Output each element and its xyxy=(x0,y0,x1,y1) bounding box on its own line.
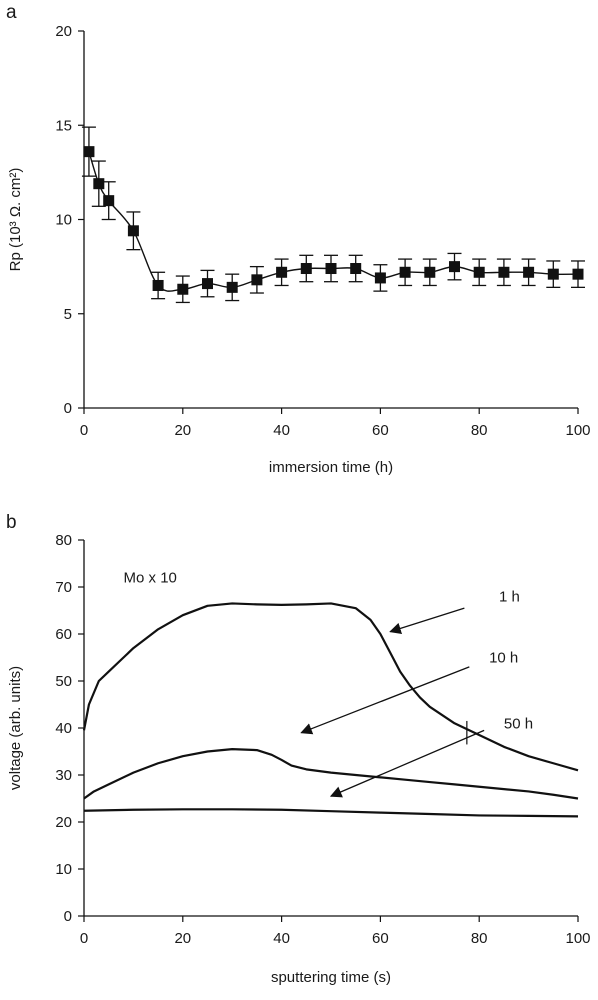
y-axis-label: Rp (10³ Ω. cm²) xyxy=(7,168,24,272)
series-line-50h xyxy=(83,808,579,818)
panel-a: a 0 5 10 15 20 0 20 40 60 80 100 immersion time (h) R… xyxy=(6,2,591,476)
data-point xyxy=(523,266,535,278)
y-tick-label: 10 xyxy=(55,861,72,878)
panel-letter: b xyxy=(6,512,17,533)
y-tick-label: 10 xyxy=(55,212,72,229)
x-tick-label: 20 xyxy=(174,930,191,947)
y-tick-label: 50 xyxy=(55,673,72,690)
series-line-1h xyxy=(82,602,579,772)
data-point xyxy=(547,268,559,280)
data-point xyxy=(399,266,411,278)
y-tick-label: 20 xyxy=(55,23,72,40)
data-point xyxy=(83,146,95,158)
data-point xyxy=(202,278,213,290)
data-point xyxy=(572,268,584,280)
data-point xyxy=(473,266,485,278)
data-point xyxy=(350,263,362,275)
panel-letter: a xyxy=(6,2,17,23)
data-point xyxy=(424,266,436,278)
x-axis-label: sputtering time (s) xyxy=(271,969,391,986)
x-tick-label: 0 xyxy=(80,930,88,947)
x-tick-label: 0 xyxy=(80,422,88,439)
data-point xyxy=(251,274,263,286)
x-tick-label: 20 xyxy=(174,422,191,439)
data-point xyxy=(325,263,337,275)
y-tick-label: 5 xyxy=(64,306,72,323)
y-tick-label: 0 xyxy=(64,908,72,925)
data-point xyxy=(300,263,312,275)
y-axis-label: voltage (arb. units) xyxy=(7,666,24,790)
y-tick-label: 15 xyxy=(55,117,72,134)
x-tick-label: 40 xyxy=(273,422,290,439)
x-tick-label: 40 xyxy=(273,930,290,947)
x-tick-label: 80 xyxy=(471,422,488,439)
series-line-10h xyxy=(83,748,579,800)
data-point xyxy=(276,266,288,278)
mo-annotation: Mo x 10 xyxy=(124,570,177,587)
x-tick-label: 60 xyxy=(372,930,389,947)
y-tick-label: 40 xyxy=(55,720,72,737)
panel-b: b 0 10 20 30 40 50 60 70 80 0 20 40 60 80 100 sputtering… xyxy=(6,512,591,986)
x-tick-label: 60 xyxy=(372,422,389,439)
y-tick-label: 80 xyxy=(55,532,72,549)
data-point xyxy=(226,281,238,293)
series-label: 1 h xyxy=(499,588,520,605)
x-axis-label: immersion time (h) xyxy=(269,459,393,476)
series-arrow xyxy=(329,729,485,798)
y-tick-label: 70 xyxy=(55,579,72,596)
y-tick-label: 60 xyxy=(55,626,72,643)
data-point xyxy=(374,272,386,284)
series-label: 10 h xyxy=(489,650,518,667)
data-point xyxy=(498,266,510,278)
x-tick-label: 100 xyxy=(565,422,590,439)
data-point xyxy=(449,261,460,273)
series-arrow xyxy=(389,607,465,635)
y-tick-label: 30 xyxy=(55,767,72,784)
rp-series-line xyxy=(88,151,579,292)
y-tick-label: 0 xyxy=(64,400,72,417)
x-tick-label: 100 xyxy=(565,930,590,947)
data-point xyxy=(127,225,139,237)
x-tick-label: 80 xyxy=(471,930,488,947)
data-point xyxy=(103,195,115,207)
data-point xyxy=(177,283,189,295)
y-tick-label: 20 xyxy=(55,814,72,831)
series-label: 50 h xyxy=(504,715,533,732)
data-point xyxy=(93,178,105,190)
series-arrow xyxy=(300,666,470,735)
data-point xyxy=(152,279,164,291)
